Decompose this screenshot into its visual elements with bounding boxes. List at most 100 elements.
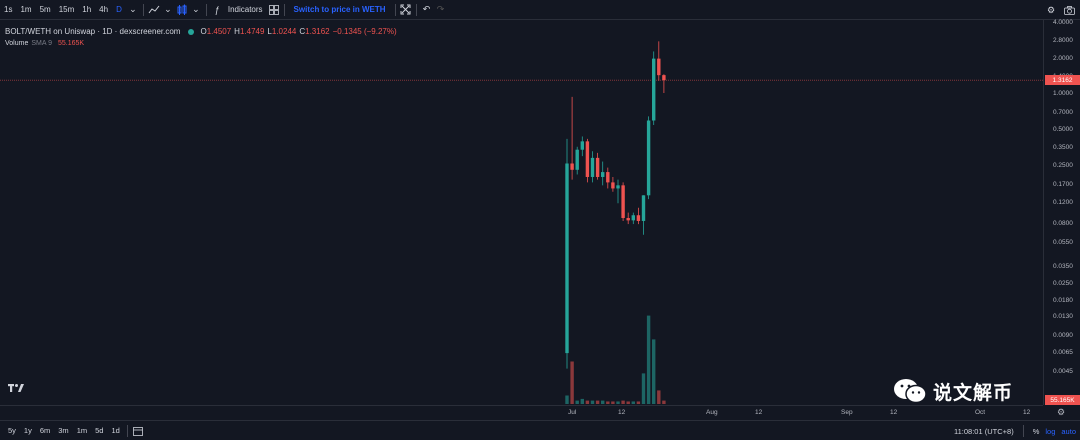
time-tick-label: Aug (706, 409, 718, 416)
volume-sma-label: SMA 9 (31, 40, 52, 47)
interval-15m[interactable]: 15m (58, 5, 75, 14)
symbol-label: BOLT/WETH on Uniswap · 1D · dexscreener.… (5, 27, 181, 36)
candle-body (590, 157, 595, 177)
price-tick-label: 2.8000 (1053, 37, 1073, 45)
open-key: O (200, 27, 207, 36)
auto-toggle[interactable]: auto (1061, 426, 1076, 436)
interval-1s[interactable]: 1s (4, 5, 13, 14)
line-chart-icon[interactable] (147, 0, 161, 20)
range-1y[interactable]: 1y (23, 426, 32, 435)
bottom-divider (1022, 425, 1024, 437)
volume-label: Volume (5, 40, 29, 47)
time-axis[interactable]: Jul 12 Aug 12 Sep 12 Oct 12 (0, 405, 1043, 419)
volume-bar (641, 373, 646, 404)
chevron-down-icon[interactable]: ⌄ (129, 4, 137, 14)
volume-bar (616, 401, 620, 404)
volume-bar (595, 400, 600, 404)
toolbar-divider (205, 3, 207, 16)
watermark-text: 说文解币 (933, 381, 1014, 404)
interval-D[interactable]: D (116, 5, 122, 14)
gear-icon[interactable]: ⚙ (1046, 4, 1056, 15)
price-tick-label: 0.7000 (1053, 108, 1073, 116)
clock-time: 11:08:01 (UTC+8) (954, 426, 1014, 436)
toolbar-right: ⚙ (1044, 0, 1076, 20)
candle-body (652, 58, 656, 121)
indicators-button[interactable]: Indicators (227, 5, 263, 14)
candle-body (611, 182, 615, 189)
chevron-down-icon[interactable]: ⌄ (192, 4, 200, 14)
candle-body (657, 58, 661, 76)
candle-body (616, 185, 620, 189)
toolbar-divider (415, 3, 417, 16)
time-tick-label: Oct (975, 409, 986, 416)
range-1m[interactable]: 1m (76, 426, 88, 435)
range-1d[interactable]: 1d (111, 426, 120, 435)
switch-price-button[interactable]: Switch to price in WETH (293, 5, 386, 14)
volume-bar (611, 401, 615, 404)
time-tick-label: 12 (890, 409, 898, 416)
chart-area[interactable] (0, 20, 1043, 405)
range-3m[interactable]: 3m (58, 426, 69, 435)
candle-body (580, 141, 584, 150)
candle-body (662, 75, 666, 81)
axis-settings-icon[interactable]: ⚙ (1057, 407, 1066, 417)
candle-body (601, 172, 605, 177)
toolbar-divider (142, 3, 144, 16)
candle-body (626, 218, 630, 221)
chevron-down-icon[interactable]: ⌄ (164, 4, 172, 14)
volume-bar (631, 401, 635, 404)
time-tick-label: 12 (1023, 409, 1031, 416)
calendar-range-icon[interactable] (131, 421, 145, 440)
tradingview-logo-icon[interactable] (7, 381, 25, 395)
price-tick-label: 0.1200 (1053, 199, 1073, 207)
price-tick-label: 0.3500 (1053, 144, 1073, 152)
candle-body (570, 163, 574, 170)
interval-4h[interactable]: 4h (99, 5, 109, 14)
interval-5m[interactable]: 5m (39, 5, 51, 14)
bottom-right: 11:08:01 (UTC+8) % log auto (954, 421, 1076, 440)
close-key: C (299, 27, 306, 36)
price-tick-label: 0.0045 (1053, 368, 1073, 375)
redo-icon[interactable]: ↷ (436, 4, 445, 14)
open-value: 1.4507 (206, 27, 232, 36)
high-value: 1.4749 (239, 27, 265, 36)
close-value: 1.3162 (305, 27, 330, 36)
time-tick-label: Sep (841, 409, 853, 416)
price-tick-label: 0.0800 (1053, 220, 1073, 228)
undo-icon[interactable]: ↶ (422, 4, 431, 14)
price-axis[interactable]: 4.00002.80002.00001.40001.00000.70000.50… (1043, 19, 1080, 405)
log-toggle[interactable]: log (1045, 426, 1056, 436)
camera-icon[interactable] (1062, 0, 1076, 20)
candle-body (631, 215, 635, 221)
layout-grid-icon[interactable] (267, 0, 281, 20)
function-icon[interactable]: ƒ (214, 4, 220, 15)
range-5d[interactable]: 5d (95, 426, 104, 435)
volume-bar (601, 400, 605, 404)
price-tick-label: 0.0180 (1053, 296, 1073, 304)
change-value: −0.1345 (−9.27%) (332, 27, 397, 36)
candlestick-icon[interactable] (175, 0, 189, 20)
fullscreen-icon[interactable] (399, 0, 413, 20)
low-key: L (267, 27, 272, 36)
percent-toggle[interactable]: % (1032, 426, 1040, 436)
candle-body (621, 185, 625, 219)
price-tick-label: 0.0065 (1053, 349, 1073, 357)
volume-bar (652, 339, 656, 404)
price-tick-label: 0.0550 (1053, 239, 1073, 247)
price-tick-label: 0.0350 (1053, 262, 1073, 270)
candle-body (641, 195, 646, 221)
range-6m[interactable]: 6m (39, 426, 51, 435)
price-tick-label: 0.5000 (1053, 125, 1073, 133)
volume-bar (580, 398, 584, 404)
range-list: 5y 1y 6m 3m 1m 5d 1d (0, 426, 124, 435)
candle-body (636, 215, 641, 221)
candlestick-chart[interactable] (0, 20, 1043, 405)
volume-bar (606, 401, 610, 404)
status-dot-icon (188, 28, 195, 35)
interval-1h[interactable]: 1h (82, 5, 92, 14)
time-tick-label: 12 (755, 409, 763, 416)
range-5y[interactable]: 5y (8, 426, 16, 435)
price-tick-label: 0.0250 (1053, 279, 1073, 287)
interval-1m[interactable]: 1m (20, 5, 32, 14)
volume-bar (570, 361, 574, 404)
